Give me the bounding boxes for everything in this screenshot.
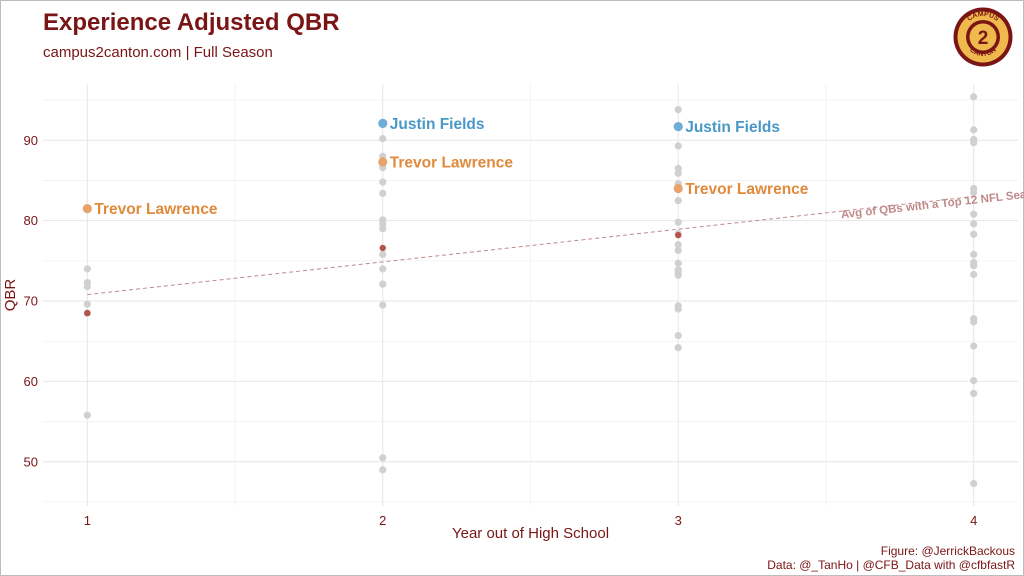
qb-point — [970, 250, 978, 259]
qb-point — [83, 300, 91, 308]
trend-annotation: Avg of QBs with a Top 12 NFL Season — [840, 187, 1024, 222]
trevor-lawrence-point — [673, 183, 683, 194]
qb-point — [674, 305, 682, 313]
axes-layer: 1 2 3 4 50 60 70 80 90 Year out of High School QBR — [2, 133, 977, 542]
qb-point — [674, 331, 682, 340]
qb-point — [970, 126, 978, 134]
justin-fields-label: Justin Fields — [685, 119, 780, 136]
qb-point — [970, 210, 978, 218]
y-tick-label: 90 — [24, 133, 38, 148]
justin-fields-label: Justin Fields — [390, 116, 485, 133]
logo-text-bottom: CANTON — [968, 47, 998, 59]
qb-point — [379, 135, 387, 143]
trevor-lawrence-label: Trevor Lawrence — [94, 201, 218, 218]
labels-layer: Avg of QBs with a Top 12 NFL Season Justi… — [94, 116, 1024, 221]
trend-layer — [87, 196, 974, 296]
qb-point — [674, 196, 682, 205]
campus2canton-logo-icon: CAMPUS CANTON 2 — [953, 7, 1013, 67]
qb-point — [674, 271, 682, 279]
average-point — [84, 309, 91, 317]
qb-point — [379, 466, 387, 474]
chart-title: Experience Adjusted QBR — [43, 9, 340, 36]
qb-point — [970, 93, 978, 101]
qb-point — [970, 479, 978, 488]
trevor-lawrence-label: Trevor Lawrence — [390, 154, 514, 171]
y-axis-title: QBR — [2, 279, 19, 312]
trevor-lawrence-label: Trevor Lawrence — [685, 181, 809, 198]
average-point — [675, 231, 682, 239]
x-tick-label: 1 — [84, 513, 91, 528]
logo-center — [969, 23, 997, 51]
qb-point — [674, 106, 682, 114]
qb-point — [674, 344, 682, 352]
qb-point — [970, 377, 978, 385]
qb-point — [379, 265, 387, 273]
qb-point — [970, 139, 978, 147]
qb-point — [379, 250, 387, 259]
justin-fields-point — [673, 122, 683, 132]
y-tick-label: 80 — [24, 213, 38, 228]
x-tick-label: 3 — [675, 513, 682, 528]
chart-subtitle: campus2canton.com | Full Season — [43, 44, 273, 61]
y-tick-label: 60 — [24, 374, 38, 389]
qb-point — [970, 318, 978, 326]
qb-point — [379, 454, 387, 462]
qb-point — [379, 189, 387, 197]
qb-point — [379, 301, 387, 309]
data-credit: Data: @_TanHo | @CFB_Data with @cfbfastR — [767, 558, 1015, 572]
y-tick-label: 50 — [24, 454, 38, 469]
qb-point — [674, 218, 682, 226]
logo-numeral: 2 — [978, 28, 989, 49]
qb-point — [970, 270, 978, 279]
qb-point — [83, 411, 91, 419]
justin-fields-point — [378, 118, 388, 128]
qb-point — [379, 178, 387, 186]
qb-point — [674, 142, 682, 150]
qb-point — [674, 259, 682, 267]
x-tick-label: 4 — [970, 513, 977, 528]
qb-point — [674, 169, 682, 177]
qb-point — [970, 389, 978, 398]
qb-point — [674, 241, 682, 249]
trevor-lawrence-point — [378, 157, 388, 167]
points-layer — [82, 93, 978, 488]
qb-point — [970, 230, 978, 238]
figure-credit: Figure: @JerrickBackous — [880, 544, 1015, 558]
trend-line — [87, 196, 974, 296]
qb-point — [970, 342, 978, 350]
qb-point — [83, 265, 91, 273]
qb-point — [83, 282, 91, 291]
grid — [43, 84, 1018, 506]
qb-point — [970, 220, 978, 228]
average-point — [379, 244, 386, 252]
qb-point — [970, 188, 978, 197]
y-tick-label: 70 — [24, 294, 38, 309]
trevor-lawrence-point — [82, 203, 92, 214]
x-axis-title: Year out of High School — [452, 525, 609, 542]
qb-point — [970, 262, 978, 270]
qb-point — [379, 225, 387, 233]
qb-point — [379, 280, 387, 288]
x-tick-label: 2 — [379, 513, 386, 528]
qb-point — [674, 246, 682, 254]
